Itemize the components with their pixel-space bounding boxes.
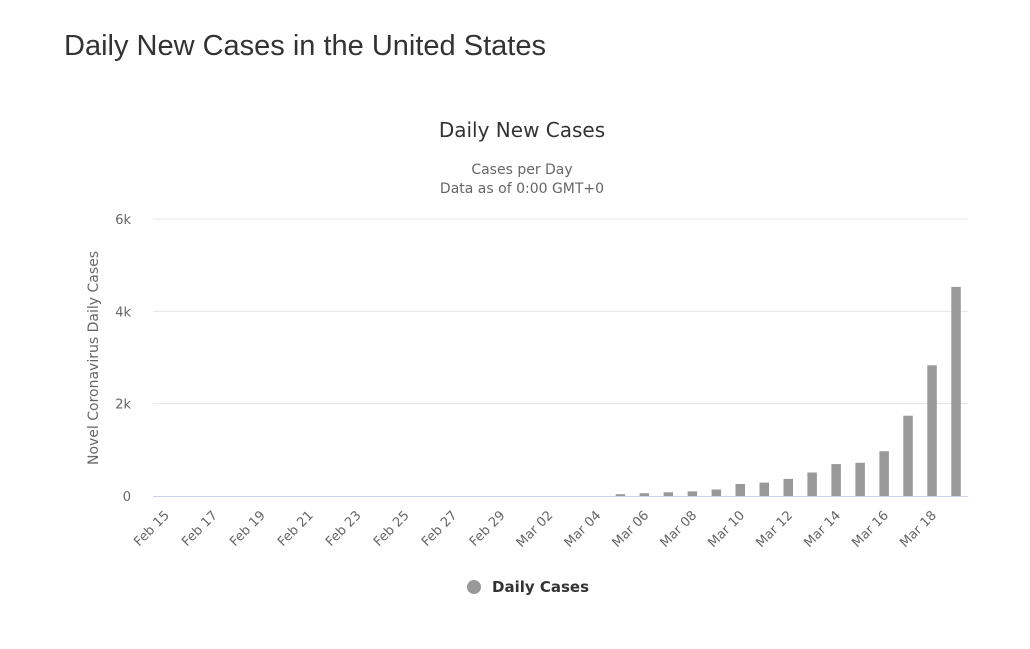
bar-mar-13[interactable]: [807, 472, 817, 497]
bar-mar-14[interactable]: [831, 464, 841, 496]
x-tick-label: Mar 10: [706, 508, 749, 551]
grid-lines: [153, 218, 968, 405]
legend[interactable]: Daily Cases: [467, 578, 589, 596]
bar-mar-18[interactable]: [927, 365, 937, 496]
x-tick-label: Feb 23: [323, 508, 365, 550]
chart-title: Daily New Cases: [439, 118, 605, 142]
bar-mar-17[interactable]: [903, 415, 913, 496]
bar-mar-16[interactable]: [879, 451, 889, 496]
bars: [615, 286, 961, 497]
y-tick-label: 0: [123, 490, 131, 505]
x-tick-label: Feb 17: [179, 508, 221, 550]
x-tick-label: Mar 14: [801, 508, 844, 551]
x-tick-label: Feb 25: [371, 508, 413, 550]
x-tick-label: Mar 18: [897, 508, 940, 551]
x-tick-label: Mar 04: [562, 508, 605, 551]
bar-mar-07[interactable]: [663, 492, 674, 496]
bar-mar-19[interactable]: [951, 286, 961, 496]
chart-subtitle: Cases per Day: [471, 162, 572, 178]
x-tick-label: Mar 16: [849, 508, 892, 551]
y-axis-title: Novel Coronavirus Daily Cases: [86, 251, 102, 465]
x-tick-label: Mar 12: [753, 508, 796, 551]
y-tick-label: 4k: [115, 305, 131, 320]
x-tick-label: Feb 15: [131, 508, 173, 550]
legend-label[interactable]: Daily Cases: [492, 578, 589, 596]
bar-mar-08[interactable]: [687, 491, 698, 496]
bar-mar-15[interactable]: [855, 462, 865, 496]
x-tick-label: Feb 27: [419, 508, 461, 550]
y-tick-labels: 0 2k 4k 6k: [115, 213, 131, 505]
bar-mar-05[interactable]: [615, 494, 626, 496]
x-tick-label: Feb 29: [467, 508, 509, 550]
bar-mar-06[interactable]: [639, 493, 650, 496]
page-title: Daily New Cases in the United States: [64, 30, 546, 62]
y-tick-label: 2k: [115, 398, 131, 413]
legend-marker: [467, 580, 481, 594]
x-tick-labels: Feb 15 Feb 17 Feb 19 Feb 21 Feb 23 Feb 25 Feb …: [131, 508, 940, 551]
bar-mar-10[interactable]: [735, 484, 746, 496]
bar-mar-11[interactable]: [759, 482, 770, 496]
x-tick-label: Feb 19: [227, 508, 269, 550]
chart-subtitle-date: Data as of 0:00 GMT+0: [440, 181, 604, 197]
x-tick-label: Mar 02: [514, 508, 557, 551]
x-tick-label: Feb 21: [275, 508, 317, 550]
y-tick-label: 6k: [115, 213, 131, 228]
x-tick-label: Mar 08: [658, 508, 701, 551]
x-tick-label: Mar 06: [610, 508, 653, 551]
bar-mar-12[interactable]: [783, 478, 794, 496]
bar-mar-09[interactable]: [711, 489, 722, 497]
